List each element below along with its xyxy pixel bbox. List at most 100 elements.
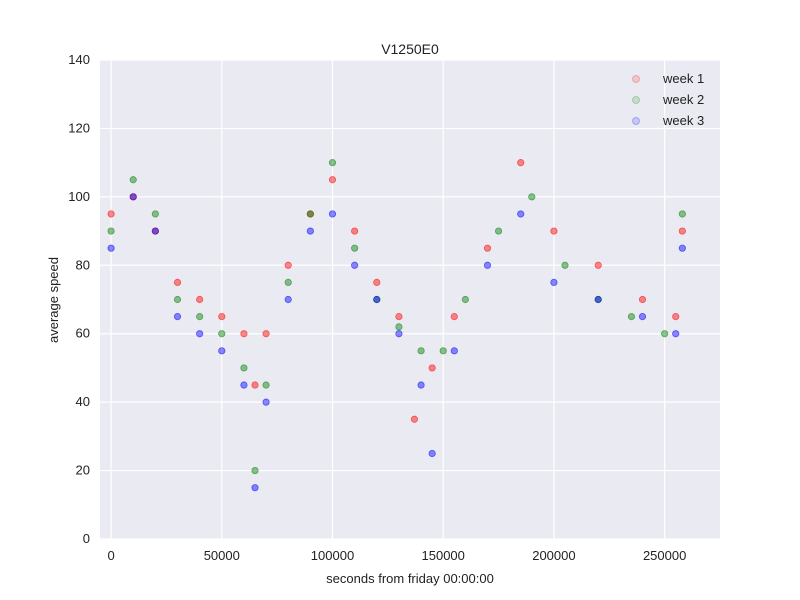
series-2-point-23 [627,313,636,321]
point-layer [107,159,686,492]
series-3-point-15 [395,330,403,338]
series-3-point-4 [173,313,182,321]
x-tick-label-5: 250000 [643,548,686,563]
series-3-point-13 [351,261,359,269]
series-2-point-20 [528,193,536,201]
series-2-point-8 [251,466,259,475]
series-3-point-22 [594,295,602,304]
legend: week 1 week 2 week 3 [632,71,704,128]
y-tick-label-6: 120 [68,120,90,135]
series-2-point-12 [328,159,337,167]
series-3-point-10 [284,295,292,304]
series-3-point-6 [218,347,226,355]
series-2-point-2 [129,176,137,184]
grid-layer [100,59,720,540]
plot-background [100,60,720,539]
y-tick-label-3: 60 [76,326,90,341]
series-1-point-5 [196,295,204,304]
series-3-point-20 [517,210,525,218]
series-2-point-15 [395,323,403,331]
series-1-point-21 [550,227,558,235]
series-2-point-6 [218,330,226,338]
series-1-point-6 [218,313,226,321]
legend-marker-week-3 [632,117,640,125]
series-3-point-24 [672,330,680,338]
y-tick-label-1: 20 [76,463,90,478]
y-tick-label-5: 100 [68,189,90,204]
series-3-point-18 [450,347,458,355]
y-tick-label-4: 80 [76,257,90,272]
series-2-point-18 [461,295,469,304]
series-1-point-4 [173,278,182,286]
x-tick-label-2: 100000 [311,548,354,563]
series-2-point-16 [417,347,425,355]
legend-marker-week-2 [632,96,640,104]
series-1-point-1 [107,210,115,218]
series-3-point-1 [107,244,115,252]
series-3-point-21 [550,278,558,286]
series-1-point-8 [251,381,259,389]
series-1-point-19 [483,244,492,252]
series-1-point-12 [328,176,337,184]
series-1-point-22 [594,261,602,269]
series-2-point-24 [661,330,669,338]
series-2-point-3 [151,210,159,218]
series-2-point-21 [561,261,569,269]
tick-layer: 0 50000 100000 150000 200000 250000 0 20 40 60 80 1… [68,52,686,563]
series-3-point-14 [373,295,381,304]
series-1-point-14 [373,278,381,286]
legend-label-week-1: week 1 [662,71,704,86]
legend-marker-week-1 [632,75,640,83]
legend-label-week-2: week 2 [662,92,704,107]
x-tick-label-3: 150000 [422,548,465,563]
series-group-3 [107,193,686,492]
series-2-point-10 [284,278,292,286]
series-1-point-17 [428,364,436,372]
series-3-point-17 [428,449,436,458]
series-1-point-25 [678,227,686,235]
series-3-point-12 [328,210,337,218]
x-tick-label-4: 200000 [532,548,575,563]
series-1-point-7 [240,330,248,338]
series-2-point-13 [351,244,359,252]
series-2-point-9 [262,381,270,389]
series-3-point-25 [678,244,686,252]
y-tick-label-7: 140 [68,52,90,67]
y-axis-label: average speed [46,257,61,343]
series-3-point-19 [483,261,492,269]
series-3-point-5 [196,330,204,338]
series-2-point-4 [173,295,182,304]
series-3-point-23 [638,313,647,321]
series-1-point-13 [351,227,359,235]
series-3-point-3 [151,227,159,235]
legend-label-week-3: week 3 [662,113,704,128]
x-tick-label-0: 0 [107,548,114,563]
series-2-point-5 [196,313,204,321]
series-3-point-8 [251,484,259,492]
series-1-point-10 [284,261,292,269]
x-tick-label-1: 50000 [204,548,240,563]
chart-title: V1250E0 [381,41,439,57]
series-1-point-18 [450,313,458,321]
series-1-point-24 [672,313,680,321]
series-group-2 [107,159,686,475]
y-tick-label-0: 0 [83,531,90,546]
x-axis-label: seconds from friday 00:00:00 [326,571,494,586]
series-3-point-7 [240,381,248,389]
series-2-point-7 [240,364,248,372]
series-3-point-11 [306,227,314,235]
series-2-point-17 [439,347,447,355]
series-1-point-20 [517,159,525,167]
series-1-point-23 [638,295,647,304]
series-3-point-2 [129,193,137,201]
series-3-point-16 [417,381,425,389]
series-3-point-9 [262,398,270,406]
series-2-point-1 [107,227,115,235]
y-tick-label-2: 40 [76,394,90,409]
series-1-point-15 [395,313,403,321]
series-1-point-9 [262,330,270,338]
series-2-point-25 [678,210,686,218]
series-2-point-19 [494,227,503,235]
